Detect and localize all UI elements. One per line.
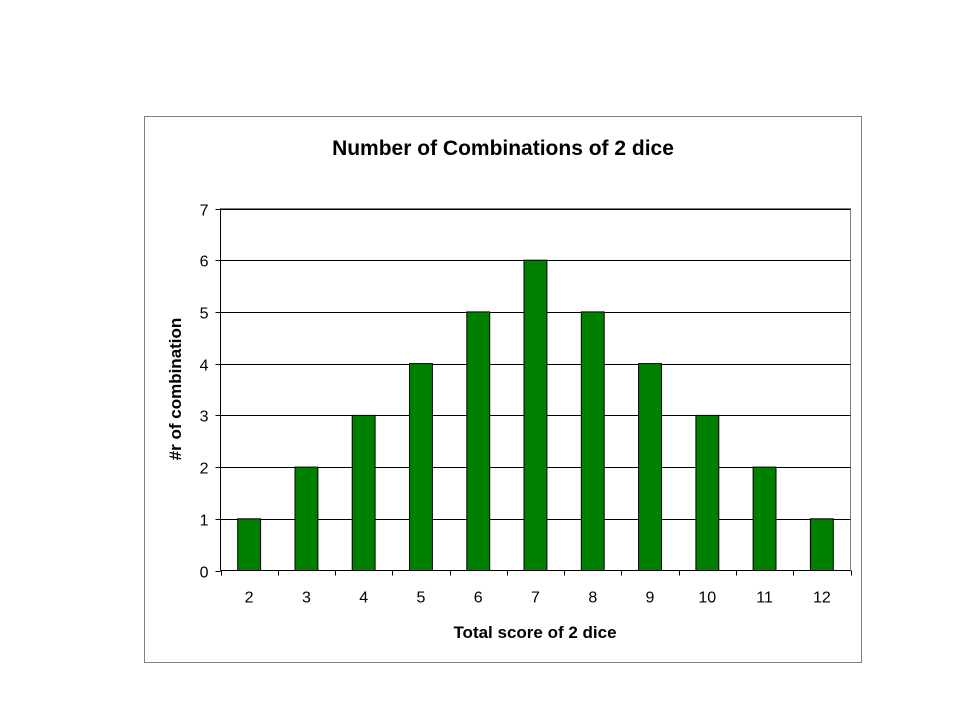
bar-3: [294, 466, 319, 572]
x-tick-label-4: 4: [359, 590, 368, 607]
y-tick-labels: 0 1 2 3 4 5 6 7: [200, 203, 209, 582]
bar-11: [752, 466, 777, 572]
y-tick-label-5: 5: [200, 306, 209, 323]
bar-5: [409, 363, 433, 571]
y-tick-label-4: 4: [200, 358, 209, 375]
bar-6: [466, 311, 491, 571]
bar-7: [523, 259, 548, 571]
y-tick-label-1: 1: [200, 513, 209, 530]
y-tick-label-7: 7: [200, 203, 209, 220]
bar-2: [237, 518, 262, 571]
y-tick-label-6: 6: [200, 254, 209, 271]
chart-title: Number of Combinations of 2 dice: [332, 137, 674, 160]
bar-4: [351, 414, 376, 571]
x-tick-label-7: 7: [531, 590, 540, 607]
y-tick-label-3: 3: [200, 409, 209, 426]
x-tick-label-12: 12: [813, 590, 831, 607]
y-tick-label-2: 2: [200, 461, 209, 478]
y-tick-label-0: 0: [200, 565, 209, 582]
x-tick-label-11: 11: [756, 590, 773, 607]
axes: [215, 208, 852, 576]
x-tick-label-2: 2: [245, 590, 254, 607]
x-tick-label-8: 8: [588, 590, 597, 607]
bars: [237, 259, 834, 572]
x-tick-label-3: 3: [302, 590, 311, 607]
x-axis-title: Total score of 2 dice: [453, 623, 616, 642]
x-tick-label-9: 9: [646, 590, 655, 607]
y-axis-title: #r of combination: [166, 318, 185, 461]
bar-12: [809, 518, 834, 571]
bar-10: [695, 414, 720, 571]
x-tick-labels: 2 3 4 5 6 7 8 9 10 11 12: [245, 590, 831, 607]
x-tick-label-5: 5: [417, 590, 426, 607]
x-tick-label-10: 10: [698, 590, 716, 607]
x-tick-label-6: 6: [474, 590, 483, 607]
bar-9: [638, 363, 662, 571]
bar-8: [580, 311, 605, 571]
